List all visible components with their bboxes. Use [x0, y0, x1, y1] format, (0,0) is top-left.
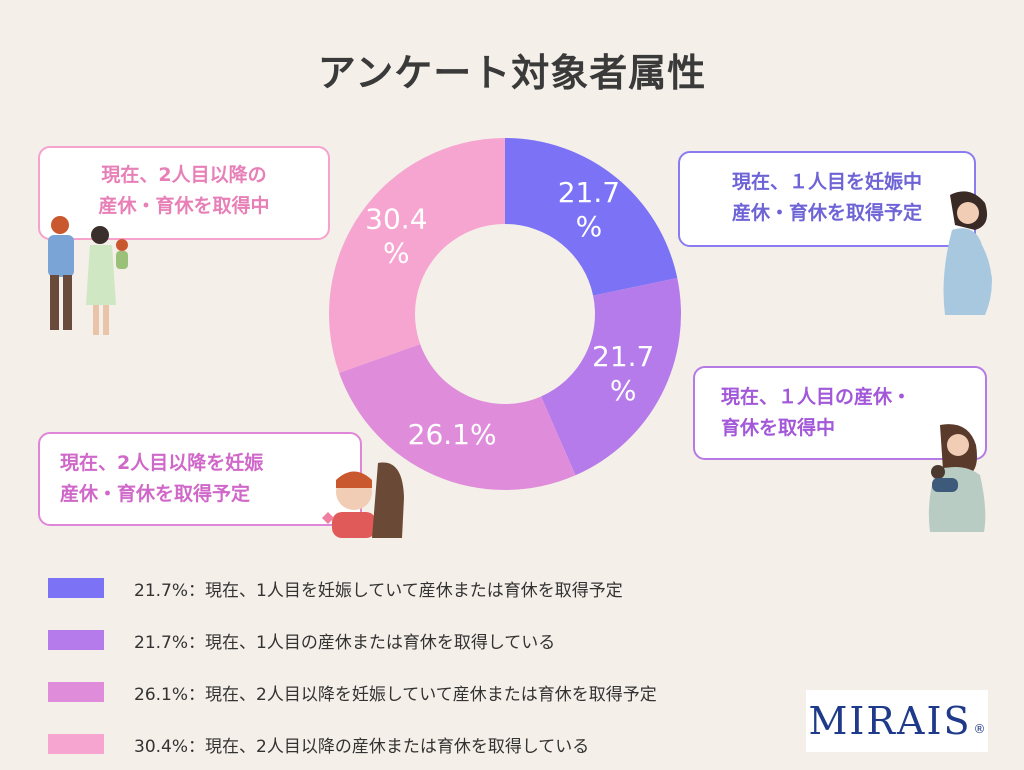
pregnant-woman-illustration [943, 191, 992, 315]
legend: 21.7%：現在、1人目を妊娠していて産休または育休を取得予定 21.7%：現在… [48, 562, 808, 770]
callout-line: 現在、１人目を妊娠中 [731, 171, 922, 193]
callout-line: 現在、１人目の産休・ [721, 386, 912, 408]
callout-line: 育休を取得中 [721, 417, 836, 439]
callout-first-pregnant: 現在、１人目を妊娠中 産休・育休を取得予定 [678, 151, 976, 247]
slice-label: 21.7 [592, 340, 654, 373]
donut-slice [328, 138, 505, 373]
legend-item: 21.7%：現在、1人目を妊娠していて産休または育休を取得予定 [48, 562, 808, 614]
logo-text: MIRAIS [808, 699, 972, 743]
legend-item: 21.7%：現在、1人目の産休または育休を取得している [48, 614, 808, 666]
legend-swatch [48, 630, 104, 650]
donut-slice [505, 138, 678, 296]
legend-swatch [48, 682, 104, 702]
page-title: アンケート対象者属性 [317, 51, 707, 95]
legend-label: 21.7%：現在、1人目の産休または育休を取得している [134, 632, 556, 653]
legend-swatch [48, 578, 104, 598]
mirais-logo: MIRAIS ® [806, 690, 988, 752]
mother-baby-illustration [928, 424, 986, 532]
legend-label: 30.4%：現在、2人目以降の産休または育休を取得している [134, 736, 590, 757]
legend-item: 30.4%：現在、2人目以降の産休または育休を取得している [48, 718, 808, 770]
callout-line: 産休・育休を取得予定 [731, 202, 922, 224]
slice-label: 26.1% [408, 418, 497, 451]
callout-line: 産休・育休を取得予定 [60, 483, 251, 505]
slice-label: 30.4 [365, 202, 427, 235]
legend-swatch [48, 734, 104, 754]
legend-label: 21.7%：現在、1人目を妊娠していて産休または育休を取得予定 [134, 580, 623, 601]
callout-line: 現在、2人目以降を妊娠 [60, 452, 264, 474]
callout-line: 産休・育休を取得中 [98, 195, 270, 217]
couple-illustration [322, 462, 404, 538]
slice-label: 21.7 [558, 176, 620, 209]
logo-registered-mark: ® [973, 722, 986, 736]
slice-label: % [383, 236, 410, 269]
callout-first-leave: 現在、１人目の産休・ 育休を取得中 [693, 366, 987, 460]
family-walking-illustration [48, 216, 128, 335]
donut-slice [541, 278, 682, 476]
callout-line: 現在、2人目以降の [101, 164, 267, 186]
slice-label: % [610, 374, 637, 407]
callout-second-pregnant: 現在、2人目以降を妊娠 産休・育休を取得予定 [38, 432, 362, 526]
legend-item: 26.1%：現在、2人目以降を妊娠していて産休または育休を取得予定 [48, 666, 808, 718]
slice-label: % [576, 210, 603, 243]
callout-second-leave: 現在、2人目以降の 産休・育休を取得中 [38, 146, 330, 240]
legend-label: 26.1%：現在、2人目以降を妊娠していて産休または育休を取得予定 [134, 684, 657, 705]
donut-slice [339, 344, 576, 491]
